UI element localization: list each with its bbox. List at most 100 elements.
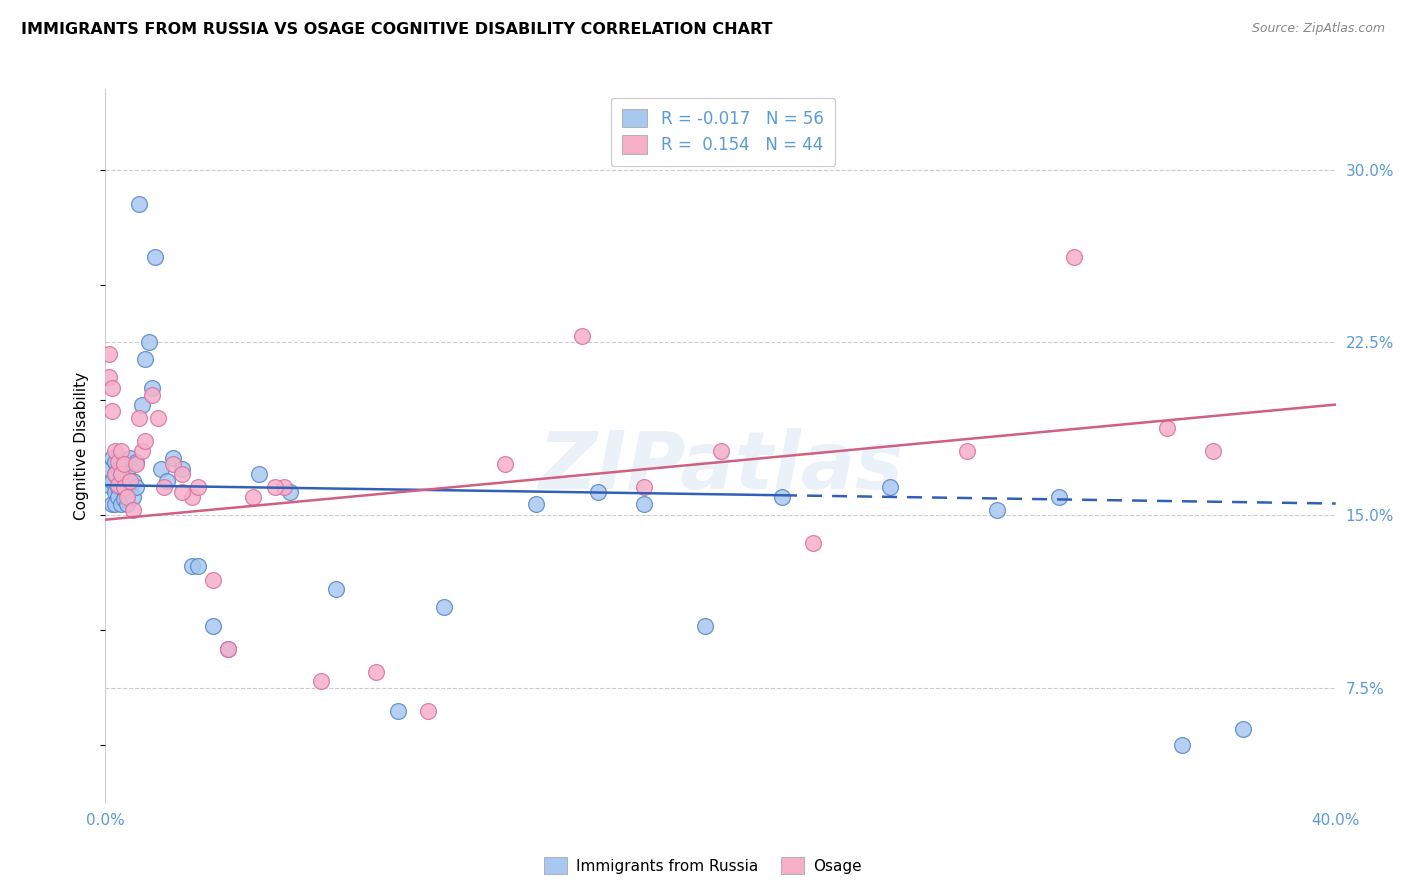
Point [162, 458, 184, 472]
Point [104, 455, 127, 469]
Point [107, 480, 129, 494]
Point [112, 480, 135, 494]
Point [586, 485, 609, 500]
Point [97, 478, 120, 492]
Point [97, 347, 120, 361]
Point [128, 411, 150, 425]
Y-axis label: Cognitive Disability: Cognitive Disability [75, 372, 90, 520]
Text: IMMIGRANTS FROM RUSSIA VS OSAGE COGNITIVE DISABILITY CORRELATION CHART: IMMIGRANTS FROM RUSSIA VS OSAGE COGNITIV… [21, 22, 772, 37]
Point [218, 641, 240, 656]
Legend: Immigrants from Russia, Osage: Immigrants from Russia, Osage [538, 851, 868, 880]
Point [141, 381, 163, 395]
Point [1171, 738, 1194, 752]
Point [187, 480, 209, 494]
Point [131, 398, 153, 412]
Point [110, 497, 132, 511]
Point [110, 467, 132, 481]
Point [107, 462, 129, 476]
Point [153, 480, 176, 494]
Point [433, 600, 456, 615]
Point [115, 497, 138, 511]
Point [120, 450, 141, 465]
Point [273, 480, 295, 494]
Point [134, 351, 156, 366]
Point [110, 462, 132, 476]
Point [122, 503, 145, 517]
Point [156, 474, 179, 488]
Point [134, 434, 156, 449]
Point [100, 450, 122, 465]
Point [122, 490, 145, 504]
Point [1063, 250, 1085, 264]
Point [97, 370, 120, 384]
Point [110, 443, 132, 458]
Point [149, 462, 172, 476]
Point [172, 467, 194, 481]
Point [879, 480, 901, 494]
Point [115, 485, 138, 500]
Point [278, 485, 301, 500]
Point [986, 503, 1008, 517]
Point [247, 467, 270, 481]
Point [710, 443, 733, 458]
Point [187, 558, 209, 573]
Point [100, 381, 122, 395]
Point [1232, 722, 1254, 736]
Point [172, 485, 194, 500]
Point [97, 462, 120, 476]
Point [146, 411, 169, 425]
Legend: R = -0.017   N = 56, R =  0.154   N = 44: R = -0.017 N = 56, R = 0.154 N = 44 [610, 97, 835, 166]
Point [524, 497, 547, 511]
Point [143, 250, 166, 264]
Point [107, 490, 129, 504]
Point [125, 455, 148, 469]
Point [112, 469, 135, 483]
Point [633, 480, 655, 494]
Point [104, 467, 127, 481]
Point [125, 480, 148, 494]
Point [104, 443, 127, 458]
Point [325, 582, 347, 596]
Point [138, 335, 160, 350]
Point [1047, 490, 1070, 504]
Point [125, 458, 148, 472]
Point [180, 490, 202, 504]
Point [104, 497, 127, 511]
Point [387, 704, 409, 718]
Point [128, 197, 150, 211]
Point [366, 665, 388, 679]
Point [112, 491, 135, 506]
Point [162, 450, 184, 465]
Point [107, 478, 129, 492]
Point [695, 618, 717, 632]
Point [218, 641, 240, 656]
Point [242, 490, 264, 504]
Point [418, 704, 440, 718]
Point [104, 485, 127, 500]
Point [107, 455, 129, 469]
Point [770, 490, 793, 504]
Point [110, 480, 132, 494]
Point [104, 467, 127, 481]
Point [122, 474, 145, 488]
Point [115, 467, 138, 481]
Point [263, 480, 285, 494]
Point [120, 474, 141, 488]
Point [172, 462, 194, 476]
Point [120, 480, 141, 494]
Point [100, 497, 122, 511]
Point [112, 458, 135, 472]
Point [571, 328, 593, 343]
Point [633, 497, 655, 511]
Point [115, 490, 138, 504]
Point [141, 388, 163, 402]
Point [100, 404, 122, 418]
Point [801, 535, 824, 549]
Point [202, 618, 225, 632]
Point [100, 474, 122, 488]
Point [131, 443, 153, 458]
Point [1156, 420, 1178, 434]
Point [202, 573, 225, 587]
Text: Source: ZipAtlas.com: Source: ZipAtlas.com [1251, 22, 1385, 36]
Point [180, 558, 202, 573]
